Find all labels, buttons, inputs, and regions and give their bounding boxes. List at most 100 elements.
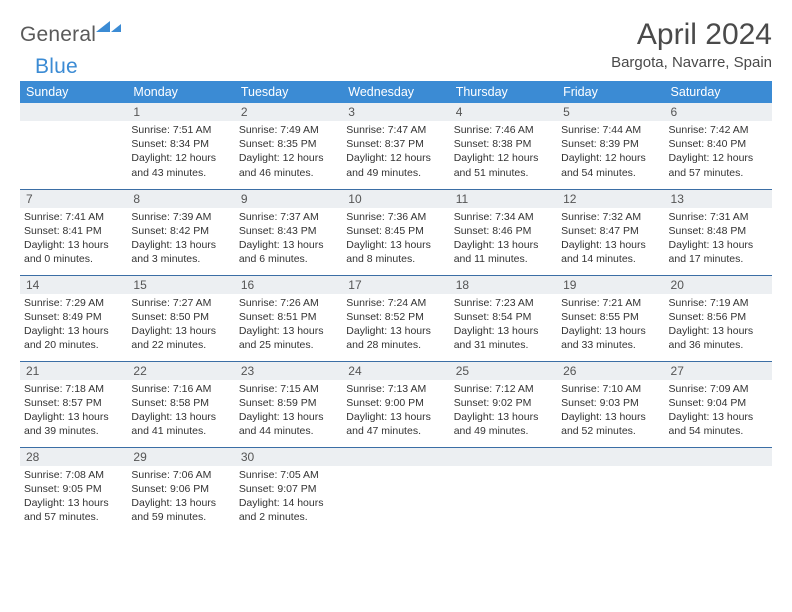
sunrise-text: Sunrise: 7:18 AM <box>24 382 123 396</box>
calendar-day-cell: 9Sunrise: 7:37 AMSunset: 8:43 PMDaylight… <box>235 189 342 275</box>
calendar-day-cell: 26Sunrise: 7:10 AMSunset: 9:03 PMDayligh… <box>557 361 664 447</box>
sunset-text: Sunset: 8:52 PM <box>346 310 445 324</box>
calendar-day-cell <box>20 103 127 189</box>
daylight-text: Daylight: 13 hours and 47 minutes. <box>346 410 445 438</box>
calendar-day-cell: 4Sunrise: 7:46 AMSunset: 8:38 PMDaylight… <box>450 103 557 189</box>
sunset-text: Sunset: 8:41 PM <box>24 224 123 238</box>
day-content: Sunrise: 7:24 AMSunset: 8:52 PMDaylight:… <box>342 294 449 357</box>
day-number: 27 <box>665 362 772 380</box>
sunrise-text: Sunrise: 7:12 AM <box>454 382 553 396</box>
sunset-text: Sunset: 8:42 PM <box>131 224 230 238</box>
day-content: Sunrise: 7:37 AMSunset: 8:43 PMDaylight:… <box>235 208 342 271</box>
day-number <box>450 448 557 466</box>
calendar-day-cell <box>342 447 449 533</box>
sunset-text: Sunset: 8:55 PM <box>561 310 660 324</box>
calendar-day-cell <box>450 447 557 533</box>
sunset-text: Sunset: 9:05 PM <box>24 482 123 496</box>
sunset-text: Sunset: 8:51 PM <box>239 310 338 324</box>
calendar-day-cell: 21Sunrise: 7:18 AMSunset: 8:57 PMDayligh… <box>20 361 127 447</box>
brand-text-general: General <box>20 23 96 47</box>
daylight-text: Daylight: 13 hours and 57 minutes. <box>24 496 123 524</box>
daylight-text: Daylight: 13 hours and 36 minutes. <box>669 324 768 352</box>
day-number: 3 <box>342 103 449 121</box>
day-number: 11 <box>450 190 557 208</box>
calendar-day-cell: 17Sunrise: 7:24 AMSunset: 8:52 PMDayligh… <box>342 275 449 361</box>
day-content: Sunrise: 7:42 AMSunset: 8:40 PMDaylight:… <box>665 121 772 184</box>
calendar-day-cell: 6Sunrise: 7:42 AMSunset: 8:40 PMDaylight… <box>665 103 772 189</box>
day-content: Sunrise: 7:15 AMSunset: 8:59 PMDaylight:… <box>235 380 342 443</box>
day-number: 18 <box>450 276 557 294</box>
daylight-text: Daylight: 13 hours and 3 minutes. <box>131 238 230 266</box>
sunset-text: Sunset: 8:39 PM <box>561 137 660 151</box>
sunrise-text: Sunrise: 7:27 AM <box>131 296 230 310</box>
daylight-text: Daylight: 13 hours and 22 minutes. <box>131 324 230 352</box>
sunrise-text: Sunrise: 7:31 AM <box>669 210 768 224</box>
day-number: 14 <box>20 276 127 294</box>
brand-logo: General <box>20 18 124 51</box>
day-content: Sunrise: 7:13 AMSunset: 9:00 PMDaylight:… <box>342 380 449 443</box>
day-number: 28 <box>20 448 127 466</box>
weekday-header-row: Sunday Monday Tuesday Wednesday Thursday… <box>20 81 772 103</box>
day-number: 4 <box>450 103 557 121</box>
day-number: 21 <box>20 362 127 380</box>
header: General April 2024 Bargota, Navarre, Spa… <box>20 18 772 71</box>
page: General April 2024 Bargota, Navarre, Spa… <box>0 0 792 551</box>
daylight-text: Daylight: 12 hours and 46 minutes. <box>239 151 338 179</box>
day-number: 16 <box>235 276 342 294</box>
day-number: 1 <box>127 103 234 121</box>
sunrise-text: Sunrise: 7:29 AM <box>24 296 123 310</box>
sunrise-text: Sunrise: 7:09 AM <box>669 382 768 396</box>
day-content: Sunrise: 7:26 AMSunset: 8:51 PMDaylight:… <box>235 294 342 357</box>
day-content: Sunrise: 7:21 AMSunset: 8:55 PMDaylight:… <box>557 294 664 357</box>
daylight-text: Daylight: 13 hours and 59 minutes. <box>131 496 230 524</box>
calendar-day-cell <box>665 447 772 533</box>
daylight-text: Daylight: 13 hours and 6 minutes. <box>239 238 338 266</box>
calendar-day-cell: 14Sunrise: 7:29 AMSunset: 8:49 PMDayligh… <box>20 275 127 361</box>
day-number: 5 <box>557 103 664 121</box>
daylight-text: Daylight: 13 hours and 0 minutes. <box>24 238 123 266</box>
calendar-day-cell: 13Sunrise: 7:31 AMSunset: 8:48 PMDayligh… <box>665 189 772 275</box>
sunrise-text: Sunrise: 7:34 AM <box>454 210 553 224</box>
day-content: Sunrise: 7:18 AMSunset: 8:57 PMDaylight:… <box>20 380 127 443</box>
weekday-header: Wednesday <box>342 81 449 103</box>
weekday-header: Saturday <box>665 81 772 103</box>
sunset-text: Sunset: 8:45 PM <box>346 224 445 238</box>
day-number: 29 <box>127 448 234 466</box>
daylight-text: Daylight: 13 hours and 49 minutes. <box>454 410 553 438</box>
sunset-text: Sunset: 8:34 PM <box>131 137 230 151</box>
day-content: Sunrise: 7:23 AMSunset: 8:54 PMDaylight:… <box>450 294 557 357</box>
page-subtitle: Bargota, Navarre, Spain <box>611 54 772 71</box>
day-number: 24 <box>342 362 449 380</box>
daylight-text: Daylight: 13 hours and 44 minutes. <box>239 410 338 438</box>
day-number: 13 <box>665 190 772 208</box>
day-content: Sunrise: 7:10 AMSunset: 9:03 PMDaylight:… <box>557 380 664 443</box>
daylight-text: Daylight: 12 hours and 57 minutes. <box>669 151 768 179</box>
daylight-text: Daylight: 13 hours and 39 minutes. <box>24 410 123 438</box>
calendar-day-cell: 1Sunrise: 7:51 AMSunset: 8:34 PMDaylight… <box>127 103 234 189</box>
sunrise-text: Sunrise: 7:21 AM <box>561 296 660 310</box>
sunset-text: Sunset: 8:40 PM <box>669 137 768 151</box>
day-content: Sunrise: 7:47 AMSunset: 8:37 PMDaylight:… <box>342 121 449 184</box>
day-content: Sunrise: 7:05 AMSunset: 9:07 PMDaylight:… <box>235 466 342 529</box>
sunrise-text: Sunrise: 7:42 AM <box>669 123 768 137</box>
weekday-header: Sunday <box>20 81 127 103</box>
sunrise-text: Sunrise: 7:36 AM <box>346 210 445 224</box>
day-number: 12 <box>557 190 664 208</box>
calendar-table: Sunday Monday Tuesday Wednesday Thursday… <box>20 81 772 533</box>
sunrise-text: Sunrise: 7:39 AM <box>131 210 230 224</box>
calendar-day-cell: 19Sunrise: 7:21 AMSunset: 8:55 PMDayligh… <box>557 275 664 361</box>
daylight-text: Daylight: 13 hours and 31 minutes. <box>454 324 553 352</box>
brand-text-blue: Blue <box>35 55 78 79</box>
calendar-day-cell: 23Sunrise: 7:15 AMSunset: 8:59 PMDayligh… <box>235 361 342 447</box>
sunrise-text: Sunrise: 7:05 AM <box>239 468 338 482</box>
calendar-day-cell: 30Sunrise: 7:05 AMSunset: 9:07 PMDayligh… <box>235 447 342 533</box>
page-title: April 2024 <box>611 18 772 52</box>
title-block: April 2024 Bargota, Navarre, Spain <box>611 18 772 71</box>
day-content: Sunrise: 7:51 AMSunset: 8:34 PMDaylight:… <box>127 121 234 184</box>
calendar-week-row: 14Sunrise: 7:29 AMSunset: 8:49 PMDayligh… <box>20 275 772 361</box>
day-content: Sunrise: 7:32 AMSunset: 8:47 PMDaylight:… <box>557 208 664 271</box>
day-number: 7 <box>20 190 127 208</box>
sunrise-text: Sunrise: 7:44 AM <box>561 123 660 137</box>
day-number: 10 <box>342 190 449 208</box>
sunset-text: Sunset: 8:50 PM <box>131 310 230 324</box>
